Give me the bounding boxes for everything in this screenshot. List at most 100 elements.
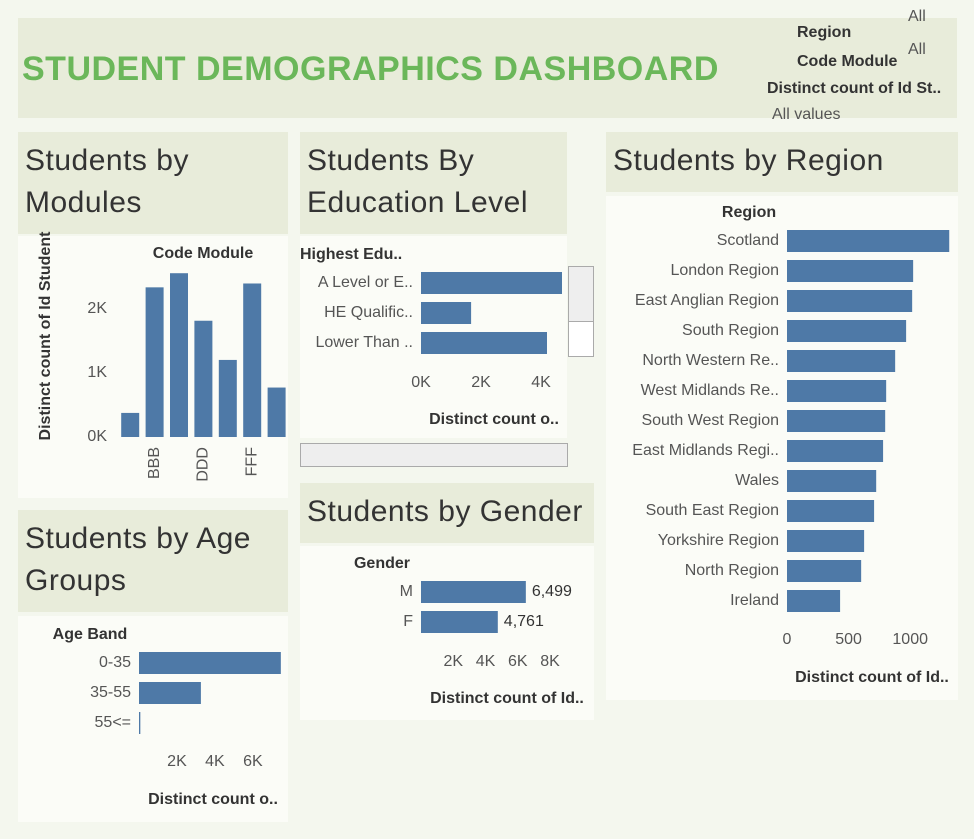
x-tick-label: 4K bbox=[205, 753, 225, 770]
y-tick-label: 2K bbox=[87, 300, 107, 317]
bar bbox=[787, 560, 862, 582]
scrollbar-track[interactable] bbox=[568, 321, 594, 357]
bar bbox=[139, 652, 281, 674]
panel-title: Students By Education Level bbox=[307, 144, 528, 219]
y-tick-label: A Level or E.. bbox=[318, 274, 413, 291]
y-tick-label: 35-55 bbox=[90, 684, 131, 701]
x-tick-label: 6K bbox=[243, 753, 263, 770]
bar bbox=[421, 332, 547, 354]
x-tick-label: 0 bbox=[783, 631, 792, 648]
bar bbox=[787, 470, 877, 492]
y-tick-label: Scotland bbox=[717, 232, 779, 249]
data-label: 6,499 bbox=[532, 583, 572, 600]
x-tick-label: 6K bbox=[508, 653, 528, 670]
y-tick-label: East Midlands Regi.. bbox=[632, 442, 779, 459]
y-tick-label: Ireland bbox=[730, 592, 779, 609]
y-tick-label: M bbox=[400, 583, 413, 600]
dashboard-title: STUDENT DEMOGRAPHICS DASHBOARD bbox=[22, 50, 719, 88]
y-tick-label: South Region bbox=[682, 322, 779, 339]
x-axis-title: Distinct count of Id.. bbox=[795, 669, 949, 686]
y-tick-label: North Western Re.. bbox=[642, 352, 779, 369]
bar bbox=[139, 712, 141, 734]
bar bbox=[421, 611, 498, 633]
bar bbox=[194, 320, 213, 437]
panel-title-box bbox=[300, 483, 594, 543]
category-header: Region bbox=[722, 204, 776, 221]
bar bbox=[243, 283, 262, 437]
y-tick-label: Lower Than .. bbox=[315, 334, 413, 351]
bar bbox=[787, 350, 896, 372]
category-header: Age Band bbox=[53, 626, 128, 643]
panel-title: Students by Gender bbox=[307, 495, 583, 528]
y-axis-title: Distinct count of Id Student bbox=[37, 231, 54, 441]
x-tick-label: 0K bbox=[411, 374, 431, 391]
y-tick-label: Wales bbox=[735, 472, 779, 489]
x-axis-title: Distinct count of Id.. bbox=[430, 690, 584, 707]
y-tick-label: North Region bbox=[685, 562, 779, 579]
bar bbox=[218, 359, 237, 437]
bar bbox=[170, 273, 188, 437]
category-header: Highest Edu.. bbox=[300, 246, 402, 263]
category-header: Gender bbox=[354, 555, 410, 572]
x-tick-label: 2K bbox=[443, 653, 463, 670]
y-tick-label: London Region bbox=[670, 262, 779, 279]
y-tick-label: Yorkshire Region bbox=[658, 532, 779, 549]
x-tick-label: FFF bbox=[243, 447, 260, 477]
filter-value[interactable]: All values bbox=[772, 106, 841, 123]
filter-value[interactable]: All bbox=[908, 8, 926, 25]
x-tick-label: 4K bbox=[531, 374, 551, 391]
panel-title: Students by Region bbox=[613, 144, 884, 177]
bar bbox=[139, 682, 201, 704]
y-tick-label: South West Region bbox=[641, 412, 779, 429]
x-tick-label: 2K bbox=[471, 374, 491, 391]
filter-label: Region bbox=[797, 24, 852, 41]
bar bbox=[787, 440, 884, 462]
bar bbox=[421, 302, 472, 324]
x-tick-label: DDD bbox=[195, 447, 212, 482]
bar bbox=[121, 412, 140, 437]
filter-label: Distinct count of Id St.. bbox=[767, 80, 942, 97]
category-header: Code Module bbox=[153, 245, 254, 262]
y-tick-label: F bbox=[403, 613, 413, 630]
scrollbar[interactable] bbox=[300, 443, 568, 467]
bar bbox=[145, 287, 164, 437]
scrollbar[interactable] bbox=[568, 266, 594, 322]
panel-title-box bbox=[18, 510, 288, 612]
y-tick-label: 1K bbox=[87, 364, 107, 381]
y-tick-label: West Midlands Re.. bbox=[641, 382, 779, 399]
bar bbox=[421, 581, 526, 603]
panel-title: Students by Age Groups bbox=[25, 522, 251, 597]
filter-value[interactable]: All bbox=[908, 41, 926, 58]
x-tick-label: 1000 bbox=[892, 631, 928, 648]
panel-title-box bbox=[606, 132, 958, 192]
bar bbox=[787, 530, 865, 552]
bar bbox=[787, 290, 913, 312]
x-tick-label: 500 bbox=[835, 631, 862, 648]
y-tick-label: East Anglian Region bbox=[635, 292, 779, 309]
bar bbox=[787, 380, 887, 402]
y-tick-label: 55<= bbox=[95, 714, 131, 731]
chart-area bbox=[18, 616, 288, 822]
x-tick-label: 8K bbox=[540, 653, 560, 670]
x-tick-label: 2K bbox=[167, 753, 187, 770]
bar bbox=[267, 387, 286, 437]
bar bbox=[787, 320, 907, 342]
bar bbox=[787, 260, 914, 282]
bar bbox=[787, 230, 950, 252]
x-tick-label: 4K bbox=[476, 653, 496, 670]
y-tick-label: HE Qualific.. bbox=[324, 304, 413, 321]
x-axis-title: Distinct count o.. bbox=[148, 791, 278, 808]
panel-title: Students by Modules bbox=[25, 144, 189, 219]
panel-title-box bbox=[300, 132, 567, 234]
bar bbox=[421, 272, 562, 294]
y-tick-label: 0-35 bbox=[99, 654, 131, 671]
y-tick-label: 0K bbox=[87, 428, 107, 445]
y-tick-label: South East Region bbox=[646, 502, 779, 519]
panel-title-box bbox=[18, 132, 288, 234]
header-panel bbox=[18, 18, 957, 118]
bar bbox=[787, 410, 886, 432]
x-tick-label: BBB bbox=[146, 447, 163, 479]
data-label: 4,761 bbox=[504, 613, 544, 630]
